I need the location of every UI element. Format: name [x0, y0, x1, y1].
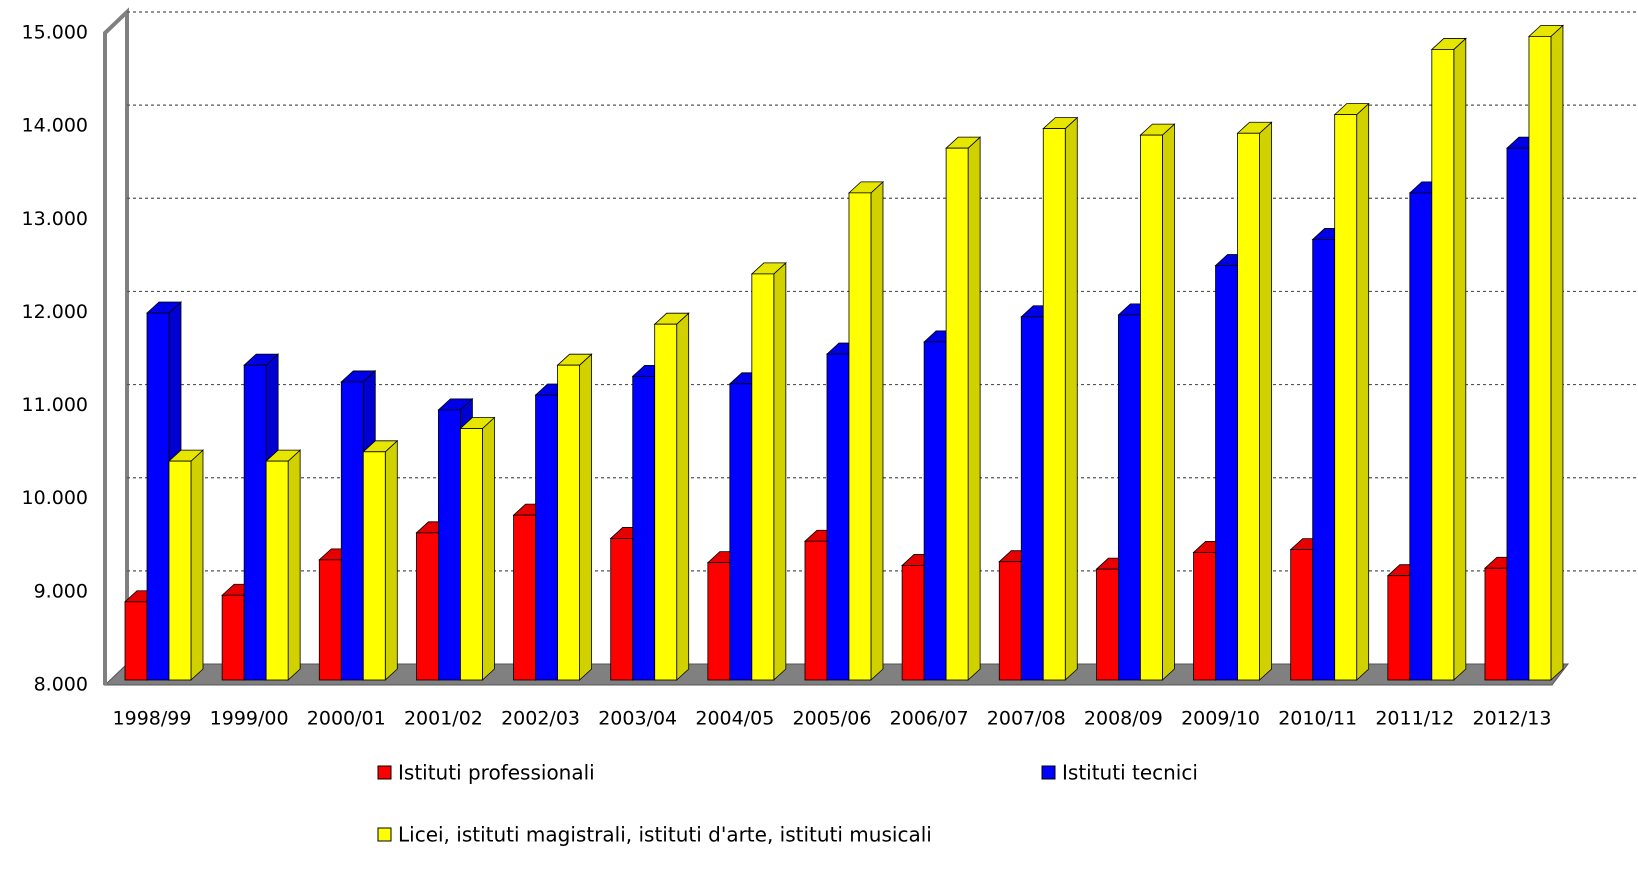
bar — [1387, 575, 1411, 681]
bar — [438, 409, 461, 681]
y-tick-label: 12.000 — [22, 301, 88, 323]
x-tick-label: 2004/05 — [695, 708, 774, 730]
bar — [1506, 147, 1530, 681]
bar — [1312, 239, 1336, 681]
bar — [1528, 35, 1552, 681]
legend-swatch — [377, 827, 392, 842]
y-tick-label: 11.000 — [22, 394, 88, 416]
bar — [168, 460, 192, 681]
bar — [826, 353, 850, 681]
bar-side — [482, 416, 495, 681]
bar — [1193, 551, 1216, 681]
x-tick-label: 2001/02 — [404, 708, 483, 730]
legend-label: Istituti professionali — [398, 761, 595, 785]
bar — [1140, 134, 1163, 681]
bar — [416, 532, 439, 681]
bar — [945, 147, 969, 681]
bar-side — [190, 449, 204, 681]
bar-side — [1162, 123, 1175, 681]
bar — [707, 562, 731, 681]
x-tick-label: 2000/01 — [307, 708, 386, 730]
x-tick-label: 2005/06 — [793, 708, 872, 730]
bar — [265, 460, 289, 681]
bar — [146, 312, 170, 681]
bar — [632, 375, 656, 681]
legend-label: Istituti tecnici — [1062, 761, 1198, 785]
bar-side — [287, 449, 301, 681]
bar-side — [773, 261, 787, 681]
bar — [243, 364, 267, 681]
bar — [610, 538, 634, 681]
bar — [1431, 49, 1455, 681]
bar — [535, 394, 558, 681]
bar — [362, 451, 386, 681]
y-tick-label: 10.000 — [22, 487, 88, 509]
bar — [729, 383, 753, 681]
y-tick-label: 9.000 — [34, 580, 88, 602]
legend-swatch — [1041, 765, 1056, 780]
bar — [1237, 132, 1260, 681]
bar — [557, 364, 580, 681]
bar — [1409, 192, 1433, 681]
bar-side — [870, 180, 884, 681]
bar — [460, 428, 483, 681]
bar — [654, 323, 678, 681]
x-tick-label: 2003/04 — [598, 708, 677, 730]
bar-side — [1259, 121, 1272, 681]
bar — [1484, 567, 1508, 681]
x-tick-label: 1998/99 — [113, 708, 192, 730]
y-tick-label: 8.000 — [34, 674, 88, 696]
bar-side — [676, 312, 690, 681]
bar — [513, 514, 536, 681]
bar — [124, 601, 148, 681]
bar — [998, 561, 1022, 681]
bar — [1118, 314, 1141, 681]
x-tick-label: 2008/09 — [1084, 708, 1163, 730]
y-tick-label: 14.000 — [22, 115, 88, 137]
left-wall — [103, 7, 129, 685]
legend-swatch — [377, 765, 392, 780]
x-tick-label: 2006/07 — [890, 708, 969, 730]
legend-label: Licei, istituti magistrali, istituti d'a… — [398, 823, 932, 847]
x-tick-label: 2012/13 — [1472, 708, 1551, 730]
y-tick-label: 13.000 — [22, 208, 88, 230]
bar — [1020, 316, 1044, 681]
x-tick-label: 2011/12 — [1375, 708, 1454, 730]
bar-side — [1064, 116, 1078, 681]
x-tick-label: 2009/10 — [1181, 708, 1260, 730]
bar — [1334, 114, 1358, 681]
x-tick-label: 2002/03 — [501, 708, 580, 730]
bar — [848, 192, 872, 681]
bar-side — [1550, 24, 1564, 681]
x-tick-label: 1999/00 — [210, 708, 289, 730]
bar — [901, 565, 925, 681]
bar-side — [1453, 37, 1467, 681]
bar-side — [384, 439, 398, 681]
x-tick-label: 2010/11 — [1278, 708, 1357, 730]
bar-side — [579, 353, 592, 681]
bar-side — [967, 136, 981, 681]
bar-side — [1356, 102, 1370, 681]
bar — [340, 381, 364, 681]
bar — [923, 341, 947, 681]
bar — [1215, 265, 1238, 681]
bar — [318, 559, 342, 681]
bar — [1096, 568, 1119, 681]
bar — [221, 594, 245, 681]
bar — [1042, 128, 1066, 681]
bar — [1290, 549, 1314, 681]
bar — [804, 540, 828, 681]
bar — [751, 273, 775, 681]
y-tick-label: 15.000 — [22, 22, 88, 44]
x-tick-label: 2007/08 — [987, 708, 1066, 730]
